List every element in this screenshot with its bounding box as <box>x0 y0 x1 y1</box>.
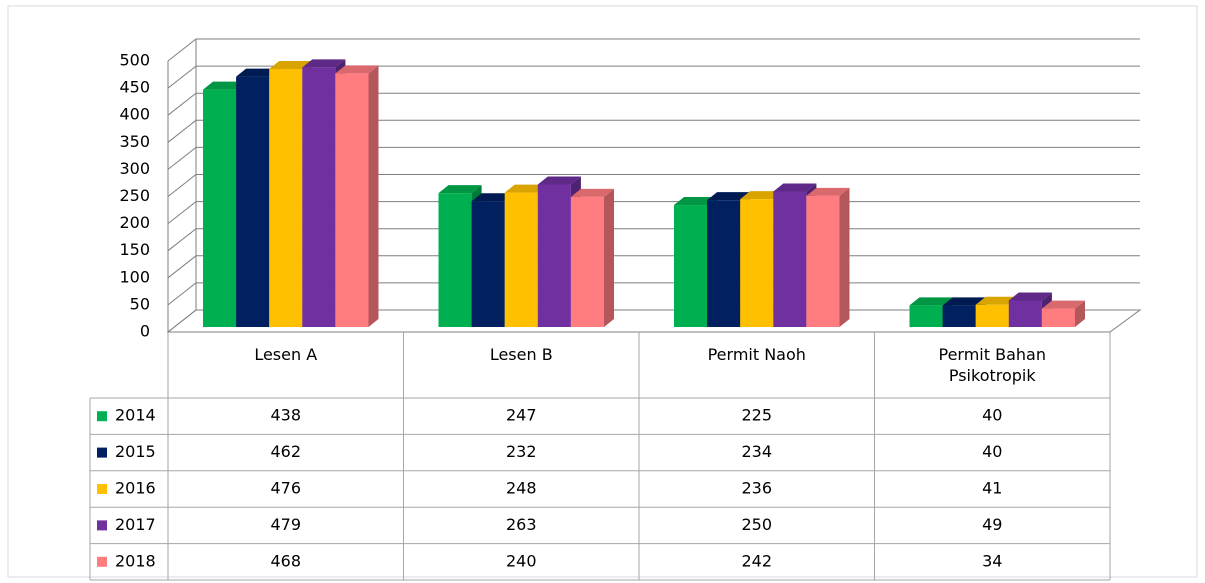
bar <box>203 89 237 327</box>
bar-top <box>203 81 247 90</box>
table-value: 234 <box>741 442 772 461</box>
grid-line <box>167 92 1140 116</box>
bar-top <box>302 59 346 68</box>
table-value: 248 <box>506 479 537 498</box>
bar-top <box>707 192 751 201</box>
legend-label: 2016 <box>115 479 156 498</box>
bar-side <box>1075 300 1085 327</box>
legend-swatch <box>97 484 107 494</box>
bar-top <box>438 185 482 194</box>
bar-top <box>909 297 953 306</box>
bar-top <box>537 176 581 185</box>
grid-line <box>167 65 1140 89</box>
bar-top <box>740 191 784 200</box>
y-tick-label: 150 <box>119 240 150 259</box>
table-value: 49 <box>982 515 1002 534</box>
bar-top <box>806 187 850 196</box>
bar-side <box>839 187 850 327</box>
bar <box>975 304 1009 327</box>
bar <box>537 184 571 327</box>
table-value: 250 <box>741 515 772 534</box>
y-tick-label: 100 <box>119 267 150 286</box>
bar-top <box>1041 300 1085 309</box>
bar <box>806 195 840 327</box>
table-value: 232 <box>506 442 537 461</box>
legend-swatch <box>97 447 107 458</box>
bar <box>236 76 270 327</box>
y-tick-label: 250 <box>119 186 150 205</box>
x-tick-label: Lesen A <box>254 345 318 364</box>
bar <box>302 67 336 327</box>
grid-line <box>167 119 1140 143</box>
bar <box>471 201 505 327</box>
table-value: 479 <box>270 515 301 534</box>
table-value: 40 <box>982 442 1002 461</box>
bar <box>740 199 774 327</box>
grid-line <box>167 146 1140 170</box>
bar <box>909 305 943 327</box>
y-tick-label: 400 <box>119 105 150 124</box>
bar <box>707 200 741 327</box>
bar <box>269 69 303 328</box>
bar-top <box>471 193 515 202</box>
table-value: 236 <box>741 479 772 498</box>
legend-label: 2014 <box>115 406 156 425</box>
table-value: 438 <box>270 406 301 425</box>
legend-label: 2018 <box>115 551 156 570</box>
bar <box>570 196 604 327</box>
bar-top <box>335 65 379 74</box>
legend-swatch <box>97 411 107 422</box>
table-value: 41 <box>982 479 1002 498</box>
bar <box>773 191 807 327</box>
bar-side <box>604 188 614 327</box>
bar <box>942 305 976 327</box>
bar-top <box>269 61 313 70</box>
legend-label: 2015 <box>115 442 156 461</box>
legend-label: 2017 <box>115 515 156 534</box>
table-value: 263 <box>506 515 537 534</box>
bar-top <box>674 197 718 206</box>
x-tick-label: Permit Bahan Psikotropik <box>938 345 1046 385</box>
y-tick-label: 0 <box>140 322 150 341</box>
legend-swatch <box>97 556 107 567</box>
table-value: 240 <box>506 551 537 570</box>
bar-top <box>975 296 1019 305</box>
bar-side <box>368 65 379 328</box>
bar-top <box>236 68 280 77</box>
legend-swatch <box>97 520 107 531</box>
table-value: 462 <box>270 442 301 461</box>
table-value: 34 <box>982 551 1002 570</box>
x-tick-label: Permit Naoh <box>707 345 806 364</box>
bar-top <box>570 188 614 197</box>
bar <box>1008 300 1042 327</box>
table-value: 468 <box>270 551 301 570</box>
bar-top <box>942 297 986 306</box>
y-tick-label: 50 <box>130 294 150 313</box>
bar-top <box>504 184 548 193</box>
table-value: 247 <box>506 406 537 425</box>
y-tick-label: 500 <box>119 51 150 70</box>
table-value: 476 <box>270 479 301 498</box>
table-value: 242 <box>741 551 772 570</box>
grid-line <box>167 38 1140 62</box>
bar <box>438 193 472 327</box>
x-tick-label: Lesen B <box>489 345 553 364</box>
y-tick-label: 350 <box>119 132 150 151</box>
y-tick-label: 450 <box>119 78 150 97</box>
table-value: 40 <box>982 406 1002 425</box>
bar <box>674 205 708 327</box>
bar-top <box>1008 292 1052 301</box>
table-value: 225 <box>741 406 772 425</box>
bar-top <box>773 183 817 192</box>
bar <box>1041 308 1075 327</box>
y-tick-label: 300 <box>119 159 150 178</box>
y-tick-label: 200 <box>119 213 150 232</box>
bar <box>335 73 369 328</box>
bar <box>504 192 538 327</box>
grid-line <box>167 174 1140 197</box>
